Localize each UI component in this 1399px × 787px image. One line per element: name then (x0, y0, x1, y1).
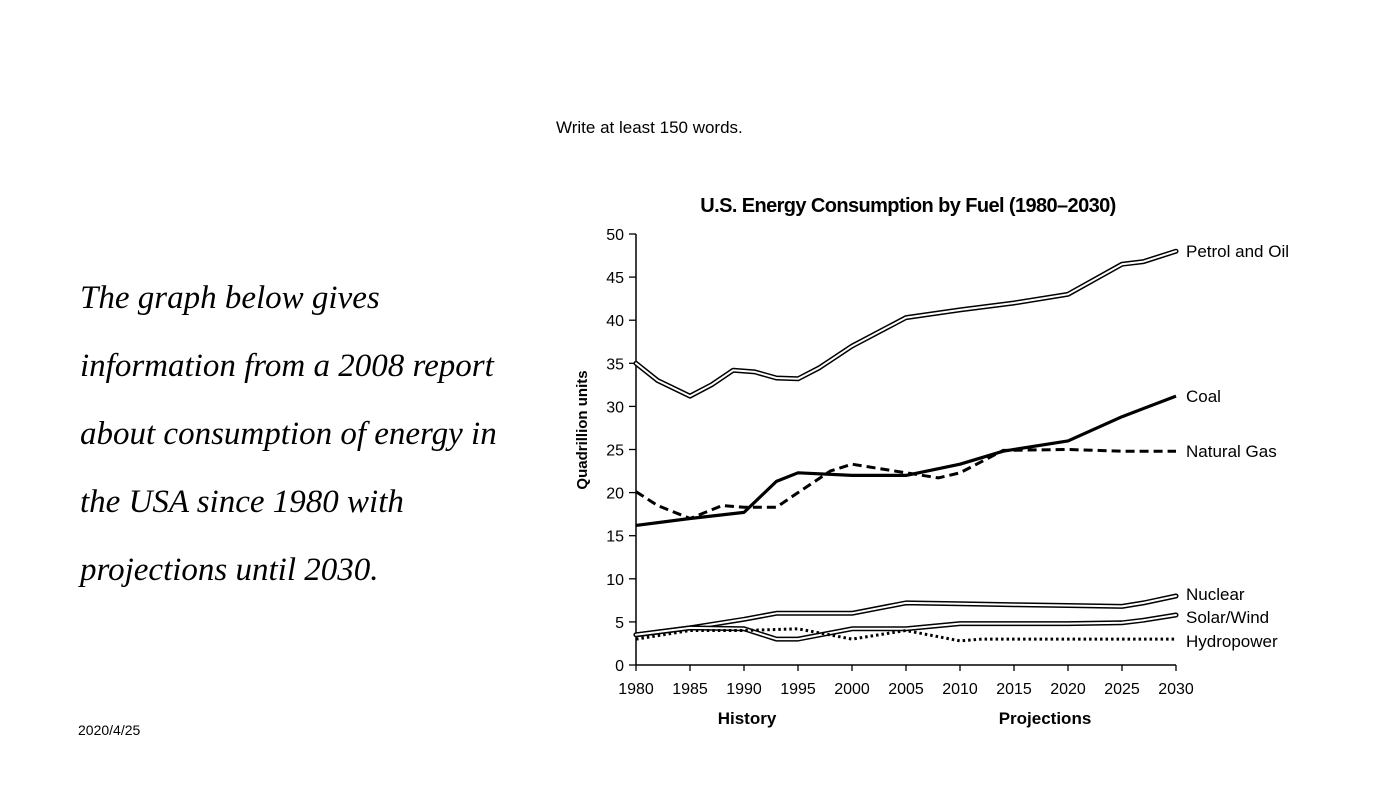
y-tick-label: 30 (606, 399, 624, 416)
y-tick-label: 40 (606, 313, 624, 330)
series-line (635, 394, 1177, 527)
chart-title: U.S. Energy Consumption by Fuel (1980–20… (700, 195, 1115, 217)
series-label: Hydropower (1186, 632, 1278, 651)
series-line-outline (633, 612, 1179, 642)
y-tick-label: 25 (606, 443, 624, 460)
series-coal: Coal (635, 387, 1221, 527)
x-tick-label: 1980 (618, 681, 654, 698)
series-line-inner (635, 250, 1177, 398)
y-tick-label: 15 (606, 529, 624, 546)
series-line-inner (635, 595, 1177, 636)
series-label: Petrol and Oil (1186, 242, 1289, 261)
task-prompt: The graph below gives information from a… (80, 264, 550, 604)
x-tick-label: 2000 (834, 681, 870, 698)
series-nuclear: Nuclear (633, 585, 1245, 638)
y-tick-label: 50 (606, 227, 624, 244)
series-label: Natural Gas (1186, 442, 1277, 461)
x-tick-label: 2020 (1050, 681, 1086, 698)
x-tick-label: 2005 (888, 681, 924, 698)
x-tick-label: 1990 (726, 681, 762, 698)
projections-label: Projections (999, 709, 1092, 728)
x-tick-label: 2025 (1104, 681, 1140, 698)
series-label: Solar/Wind (1186, 608, 1269, 627)
y-tick-label: 0 (615, 658, 624, 675)
series-solar-wind: Solar/Wind (633, 608, 1269, 642)
y-tick-label: 10 (606, 572, 624, 589)
prompt-line: projections until 2030. (80, 552, 379, 588)
prompt-line: information from a 2008 report (80, 348, 494, 384)
series-petrol-and-oil: Petrol and Oil (633, 242, 1289, 399)
prompt-line: the USA since 1980 with (80, 484, 404, 520)
y-tick-label: 20 (606, 486, 624, 503)
slide-date: 2020/4/25 (78, 722, 141, 738)
series-label: Nuclear (1186, 585, 1245, 604)
instruction-text: Write at least 150 words. (556, 118, 743, 137)
series-natural-gas: Natural Gas (635, 442, 1277, 521)
series-hydropower: Hydropower (635, 627, 1278, 651)
x-tick-label: 1985 (672, 681, 708, 698)
x-tick-label: 2030 (1158, 681, 1194, 698)
series-line-inner (635, 614, 1177, 641)
x-tick-label: 2015 (996, 681, 1032, 698)
history-label: History (718, 709, 777, 728)
y-axis-title: Quadrillion units (574, 370, 591, 489)
prompt-line: about consumption of energy in (80, 416, 497, 452)
series-label: Coal (1186, 387, 1221, 406)
series-line (635, 627, 1176, 643)
series-line-outline (633, 248, 1179, 399)
y-tick-label: 5 (615, 615, 624, 632)
y-tick-label: 35 (606, 356, 624, 373)
series-line (635, 447, 1176, 521)
x-tick-label: 2010 (942, 681, 978, 698)
prompt-line: The graph below gives (80, 280, 380, 316)
x-tick-label: 1995 (780, 681, 816, 698)
y-tick-label: 45 (606, 270, 624, 287)
